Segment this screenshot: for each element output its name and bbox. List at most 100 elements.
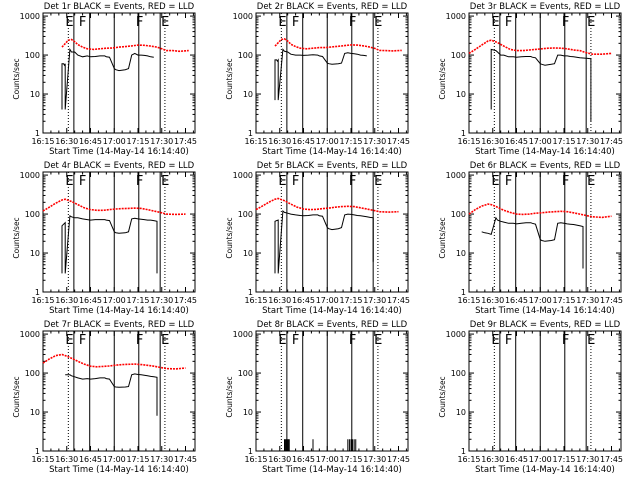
- marker-label-e: E: [374, 15, 382, 30]
- panel-title: Det 3r BLACK = Events, RED = LLD: [470, 2, 621, 12]
- x-tick-label: 16:30: [268, 455, 291, 464]
- x-axis-label: Start Time (14-May-14 16:14:40): [262, 465, 402, 475]
- y-tick-label: 1000: [233, 12, 253, 21]
- marker-label-e: E: [65, 174, 73, 189]
- y-tick-label: 1000: [20, 171, 40, 180]
- marker-label-f: F: [79, 174, 86, 189]
- y-axis-label: Counts/sec: [438, 217, 447, 258]
- panel-det-6: Det 6r BLACK = Events, RED = LLD 1 10 100 10…: [438, 161, 623, 316]
- marker-label-f: F: [79, 333, 86, 348]
- plot-frame: [255, 12, 409, 134]
- marker-label-f: F: [562, 174, 569, 189]
- x-tick-label: 16:45: [505, 137, 528, 146]
- series-events: [274, 209, 374, 274]
- x-tick-label: 16:30: [481, 455, 504, 464]
- marker-label-e: E: [161, 333, 169, 348]
- x-tick-label: 17:45: [174, 455, 197, 464]
- y-tick-label: 1000: [446, 12, 466, 21]
- x-tick-label: 17:30: [576, 137, 599, 146]
- x-tick-label: 17:15: [552, 296, 575, 305]
- x-axis-label: Start Time (14-May-14 16:14:40): [49, 465, 189, 475]
- marker-label-f: F: [136, 333, 143, 348]
- x-tick-label: 16:15: [244, 296, 267, 305]
- panel-det-4: Det 4r BLACK = Events, RED = LLD 1 10 100 10…: [12, 161, 197, 316]
- x-tick-label: 17:30: [150, 137, 173, 146]
- panel-title: Det 9r BLACK = Events, RED = LLD: [470, 320, 621, 330]
- panel-title: Det 4r BLACK = Events, RED = LLD: [44, 161, 195, 171]
- x-tick-label: 16:15: [31, 296, 54, 305]
- marker-label-f: F: [505, 15, 512, 30]
- x-tick-label: 16:30: [268, 296, 291, 305]
- marker-label-f: F: [505, 174, 512, 189]
- x-tick-label: 16:30: [55, 137, 78, 146]
- series-lld: [255, 197, 399, 213]
- x-tick-label: 17:30: [150, 455, 173, 464]
- series-events: [481, 216, 584, 269]
- x-tick-label: 17:00: [316, 137, 339, 146]
- x-tick-label: 17:45: [600, 137, 623, 146]
- y-axis-label: Counts/sec: [225, 217, 234, 258]
- x-tick-label: 17:15: [126, 137, 149, 146]
- x-tick-label: 16:30: [55, 455, 78, 464]
- plot-frame: [255, 171, 409, 293]
- series-events: [490, 48, 592, 122]
- y-tick-label: 100: [238, 210, 253, 219]
- x-tick-label: 16:15: [31, 455, 54, 464]
- y-axis-label: Counts/sec: [12, 376, 21, 417]
- y-tick-label: 1000: [446, 171, 466, 180]
- x-tick-label: 17:00: [103, 296, 126, 305]
- x-axis-label: Start Time (14-May-14 16:14:40): [49, 147, 189, 157]
- plot-frame: [42, 171, 196, 293]
- x-tick-label: 17:15: [126, 455, 149, 464]
- marker-label-e: E: [491, 15, 499, 30]
- y-tick-label: 1: [248, 129, 253, 138]
- y-axis-label: Counts/sec: [225, 58, 234, 99]
- marker-label-f: F: [349, 333, 356, 348]
- x-tick-label: 17:00: [316, 296, 339, 305]
- x-tick-label: 17:30: [150, 296, 173, 305]
- x-tick-label: 17:00: [316, 455, 339, 464]
- x-tick-label: 16:45: [505, 455, 528, 464]
- marker-label-e: E: [587, 333, 595, 348]
- x-tick-label: 17:15: [552, 455, 575, 464]
- y-tick-label: 10: [30, 249, 40, 258]
- marker-label-e: E: [161, 174, 169, 189]
- y-tick-label: 10: [243, 90, 253, 99]
- series-events: [61, 214, 158, 274]
- x-tick-label: 16:30: [268, 137, 291, 146]
- marker-label-f: F: [136, 15, 143, 30]
- x-tick-label: 17:45: [174, 137, 197, 146]
- marker-label-f: F: [79, 15, 86, 30]
- plot-frame: [468, 330, 622, 452]
- marker-label-f: F: [505, 333, 512, 348]
- x-tick-label: 16:15: [457, 455, 480, 464]
- marker-label-e: E: [278, 333, 286, 348]
- marker-label-e: E: [491, 174, 499, 189]
- panel-det-5: Det 5r BLACK = Events, RED = LLD 1 10 100 10…: [225, 161, 410, 316]
- x-tick-label: 16:15: [244, 455, 267, 464]
- marker-label-e: E: [587, 174, 595, 189]
- y-tick-label: 100: [25, 369, 40, 378]
- series-lld: [468, 203, 612, 219]
- x-tick-label: 17:30: [363, 296, 386, 305]
- series-lld: [468, 39, 612, 56]
- x-tick-label: 16:45: [505, 296, 528, 305]
- x-tick-label: 16:15: [31, 137, 54, 146]
- x-tick-label: 17:45: [387, 455, 410, 464]
- y-tick-label: 100: [25, 210, 40, 219]
- x-tick-label: 16:30: [481, 137, 504, 146]
- y-tick-label: 1: [461, 129, 466, 138]
- x-tick-label: 17:15: [339, 296, 362, 305]
- y-tick-label: 10: [456, 90, 466, 99]
- y-tick-label: 1: [35, 288, 40, 297]
- marker-label-e: E: [65, 333, 73, 348]
- marker-label-f: F: [349, 174, 356, 189]
- panel-title: Det 5r BLACK = Events, RED = LLD: [257, 161, 408, 171]
- x-tick-label: 17:45: [600, 296, 623, 305]
- y-axis-label: Counts/sec: [438, 58, 447, 99]
- x-axis-label: Start Time (14-May-14 16:14:40): [475, 465, 615, 475]
- y-tick-label: 1000: [20, 330, 40, 339]
- x-axis-label: Start Time (14-May-14 16:14:40): [475, 306, 615, 316]
- x-tick-label: 17:30: [363, 137, 386, 146]
